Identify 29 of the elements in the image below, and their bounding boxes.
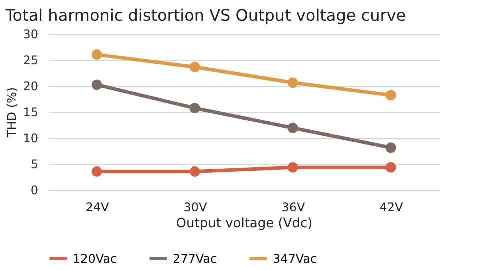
y-tick-label: 20 [23,80,38,94]
legend-label: 277Vac [173,252,218,266]
point [92,50,102,60]
y-tick-label: 25 [23,54,38,68]
point [288,162,298,173]
y-tick-label: 15 [23,106,38,120]
x-tick-label: 24V [86,200,110,214]
point [386,90,396,101]
point [190,103,200,114]
point [92,80,102,90]
point [190,166,200,178]
y-tick-label: 0 [30,184,38,198]
chart-title: Total harmonic distortion VS Output voltage curve [4,6,406,25]
x-tick-label: 42V [380,200,404,214]
point [288,122,298,134]
point [386,142,396,154]
point [386,162,396,173]
x-tick-label: 36V [282,200,306,214]
y-tick-label: 10 [23,132,38,146]
legend-label: 347Vac [273,252,318,266]
legend-label: 120Vac [73,252,118,266]
y-tick-label: 30 [23,28,38,42]
point [92,166,102,178]
y-axis-title: THD (%) [5,87,20,139]
point [190,62,200,73]
x-tick-label: 30V [184,200,208,214]
x-axis-title: Output voltage (Vdc) [176,216,313,232]
point [288,78,298,88]
y-tick-label: 5 [30,158,38,172]
